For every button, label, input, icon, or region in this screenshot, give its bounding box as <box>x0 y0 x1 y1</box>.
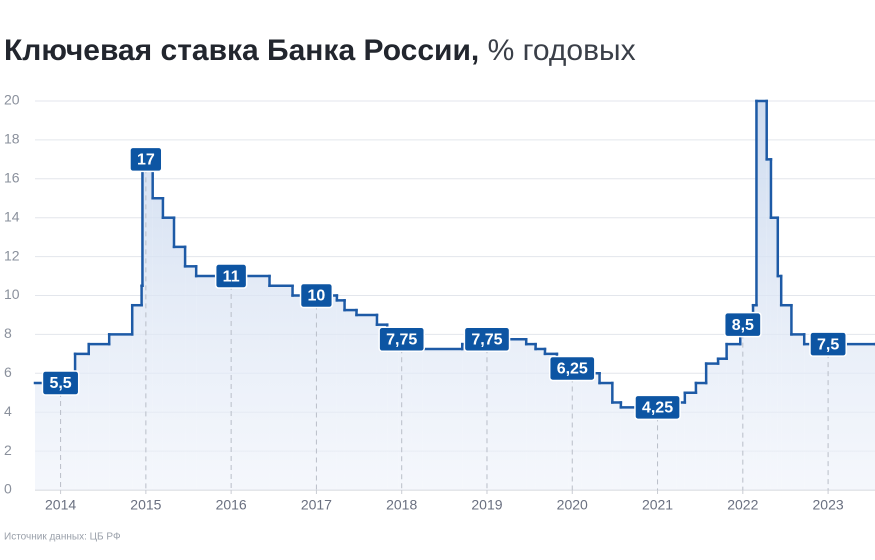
area-step <box>196 276 270 490</box>
annotation-box <box>41 370 80 396</box>
chart-subtitle: % годовых <box>488 34 636 67</box>
area-step <box>35 383 76 490</box>
annotation-label: 7,5 <box>817 336 839 353</box>
y-tick-label: 14 <box>4 208 20 224</box>
area-step <box>599 383 613 490</box>
y-tick-label: 2 <box>4 442 12 458</box>
area-step <box>387 329 399 490</box>
annotation-label: 5,5 <box>49 375 71 392</box>
area-step <box>398 339 412 490</box>
annotation-label: 7,75 <box>386 331 417 348</box>
x-tick-label: 2016 <box>216 497 247 513</box>
area-step <box>791 334 805 490</box>
area-step <box>781 305 792 490</box>
area-step <box>174 246 186 490</box>
y-tick-label: 6 <box>4 364 12 380</box>
area-step <box>411 344 423 490</box>
area-step <box>376 324 388 490</box>
annotation-label: 17 <box>137 152 155 169</box>
area-step <box>770 217 778 490</box>
area-step <box>612 402 621 490</box>
x-tick-label: 2023 <box>813 497 844 513</box>
area-step <box>422 348 463 490</box>
annotation-box <box>214 263 248 289</box>
annotation-label: 7,75 <box>471 331 502 348</box>
area-step <box>526 344 536 490</box>
annotation-box <box>378 326 426 353</box>
area-step <box>292 295 337 490</box>
annotation-label: 10 <box>308 288 326 305</box>
area-step <box>766 159 771 490</box>
source-note: Источник данных: ЦБ РФ <box>4 532 121 543</box>
area-step <box>336 300 345 490</box>
annotation-label: 4,25 <box>642 400 673 417</box>
area-step <box>620 407 677 490</box>
area-step <box>483 339 527 490</box>
annotation-box <box>129 146 163 173</box>
x-tick-label: 2017 <box>301 497 332 513</box>
x-tick-label: 2015 <box>130 497 161 513</box>
annotation-box <box>723 311 762 338</box>
area-step <box>756 101 767 490</box>
x-tick-label: 2021 <box>642 497 673 513</box>
y-tick-label: 8 <box>4 325 12 341</box>
annotation-box <box>299 282 334 309</box>
y-tick-label: 18 <box>4 131 20 147</box>
area-step <box>718 358 727 490</box>
y-tick-label: 12 <box>4 247 20 263</box>
x-tick-label: 2022 <box>727 497 758 513</box>
area-step <box>676 402 685 490</box>
area-step <box>269 285 293 490</box>
x-tick-label: 2019 <box>471 497 502 513</box>
area-step <box>556 363 569 490</box>
annotation-box <box>809 331 847 357</box>
annotation-label: 6,25 <box>557 361 588 378</box>
area-step <box>740 324 754 490</box>
x-tick-label: 2014 <box>45 497 76 513</box>
chart-title: Ключевая ставка Банка России, <box>4 34 479 67</box>
x-tick-label: 2020 <box>557 497 588 513</box>
area-step <box>162 217 175 490</box>
chart-title-group: Ключевая ставка Банка России, % годовых <box>4 34 636 67</box>
area-step <box>544 353 557 490</box>
area-step <box>804 344 875 490</box>
annotation-box <box>548 355 596 382</box>
annotation-box <box>634 394 681 421</box>
area-step <box>141 285 143 490</box>
area-step <box>535 348 545 490</box>
area-step <box>344 310 357 490</box>
y-tick-label: 16 <box>4 170 20 186</box>
annotation-label: 8,5 <box>732 317 754 334</box>
area-step <box>706 363 719 490</box>
area-step <box>356 314 377 490</box>
y-tick-label: 4 <box>4 403 12 419</box>
annotation-box <box>463 326 511 353</box>
area-step <box>568 368 582 490</box>
area-step <box>581 373 600 490</box>
area-step <box>142 159 153 490</box>
area-step <box>109 334 133 490</box>
y-tick-label: 10 <box>4 286 20 302</box>
area-step <box>753 305 757 490</box>
area-step <box>88 344 110 490</box>
y-tick-label: 0 <box>4 481 12 497</box>
area-step <box>695 383 707 490</box>
y-tick-label: 20 <box>4 92 20 108</box>
area-step <box>132 305 142 490</box>
area-step <box>152 198 163 490</box>
annotation-label: 11 <box>223 268 240 285</box>
area-step <box>777 276 782 490</box>
x-tick-label: 2018 <box>386 497 417 513</box>
area-step <box>684 392 696 490</box>
area-step <box>462 344 484 490</box>
area-step <box>185 266 197 490</box>
area-step <box>726 344 741 490</box>
